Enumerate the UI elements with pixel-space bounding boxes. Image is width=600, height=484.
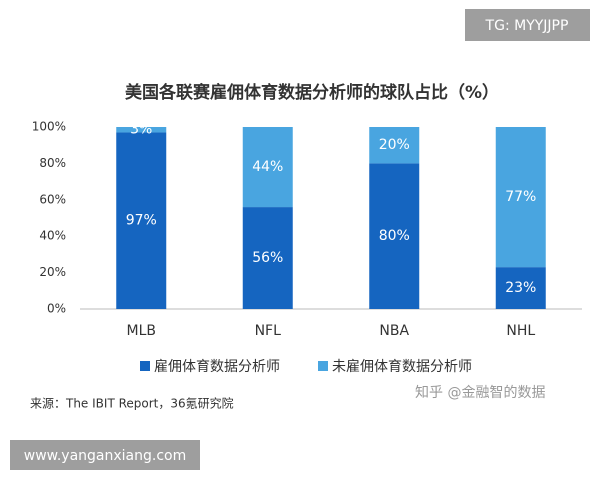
tag-box (465, 9, 590, 41)
legend-label: 雇佣体育数据分析师 (154, 358, 280, 375)
value-label: 77% (505, 189, 536, 205)
bar-segment (242, 127, 293, 208)
bar-segment (242, 207, 293, 309)
y-tick-label: 0% (47, 302, 66, 316)
bar-segment (116, 132, 167, 309)
legend-label: 未雇佣体育数据分析师 (332, 358, 472, 375)
value-label: 20% (379, 137, 410, 153)
value-label: 3% (130, 122, 152, 138)
legend-swatch (140, 361, 150, 371)
bar-segment (369, 163, 420, 309)
legend-swatch (318, 361, 328, 371)
value-label: 97% (126, 213, 157, 229)
bar-segment (495, 127, 546, 268)
x-tick-label: NBA (379, 323, 409, 339)
y-tick-label: 20% (39, 265, 66, 279)
y-tick-label: 60% (39, 192, 66, 206)
x-tick-label: MLB (127, 323, 156, 339)
x-tick-label: NHL (506, 323, 535, 339)
tag-text: TG: MYYJJPP (485, 18, 569, 34)
x-tick-label: NFL (255, 323, 282, 339)
value-label: 44% (252, 159, 283, 175)
bar-segment (495, 267, 546, 309)
y-tick-label: 100% (32, 120, 66, 134)
bar-segment (369, 127, 420, 164)
site-box (10, 440, 200, 470)
bar-segment (116, 127, 167, 133)
value-label: 80% (379, 228, 410, 244)
value-label: 23% (505, 280, 536, 296)
site-text: www.yanganxiang.com (24, 448, 186, 464)
source: 来源：The IBIT Report，36氪研究院 (30, 396, 234, 411)
value-label: 56% (252, 250, 283, 266)
y-tick-label: 80% (39, 156, 66, 170)
watermark: 知乎 @金融智的数据 (415, 384, 545, 401)
chart-title: 美国各联赛雇佣体育数据分析师的球队占比（%） (125, 82, 499, 103)
y-tick-label: 40% (39, 229, 66, 243)
